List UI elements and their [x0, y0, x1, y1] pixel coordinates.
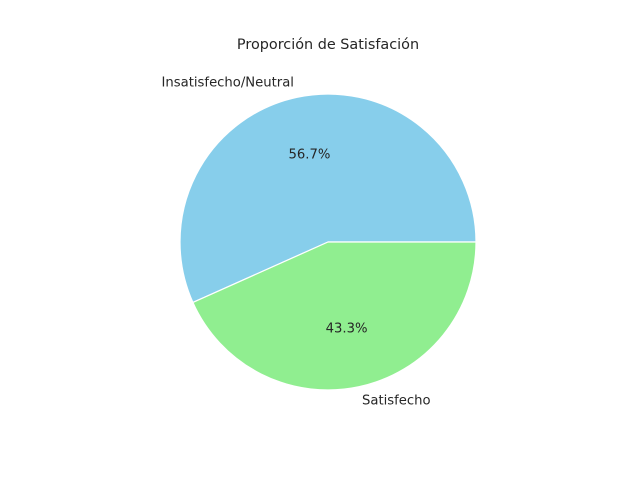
pie-percent-label: 43.3% — [326, 321, 368, 336]
pie-slices — [179, 93, 477, 391]
pie-slice-satisfecho — [192, 241, 477, 391]
pie-category-label: Satisfecho — [362, 394, 431, 409]
pie-category-label: Insatisfecho/Neutral — [162, 75, 294, 90]
pie-labels: 56.7% Insatisfecho/Neutral 43.3% Satisfecho — [162, 75, 431, 408]
chart-title: Proporción de Satisfación — [237, 37, 419, 53]
pie-percent-label: 56.7% — [288, 148, 330, 163]
pie-slice-insatisfecho-neutral — [179, 93, 477, 304]
